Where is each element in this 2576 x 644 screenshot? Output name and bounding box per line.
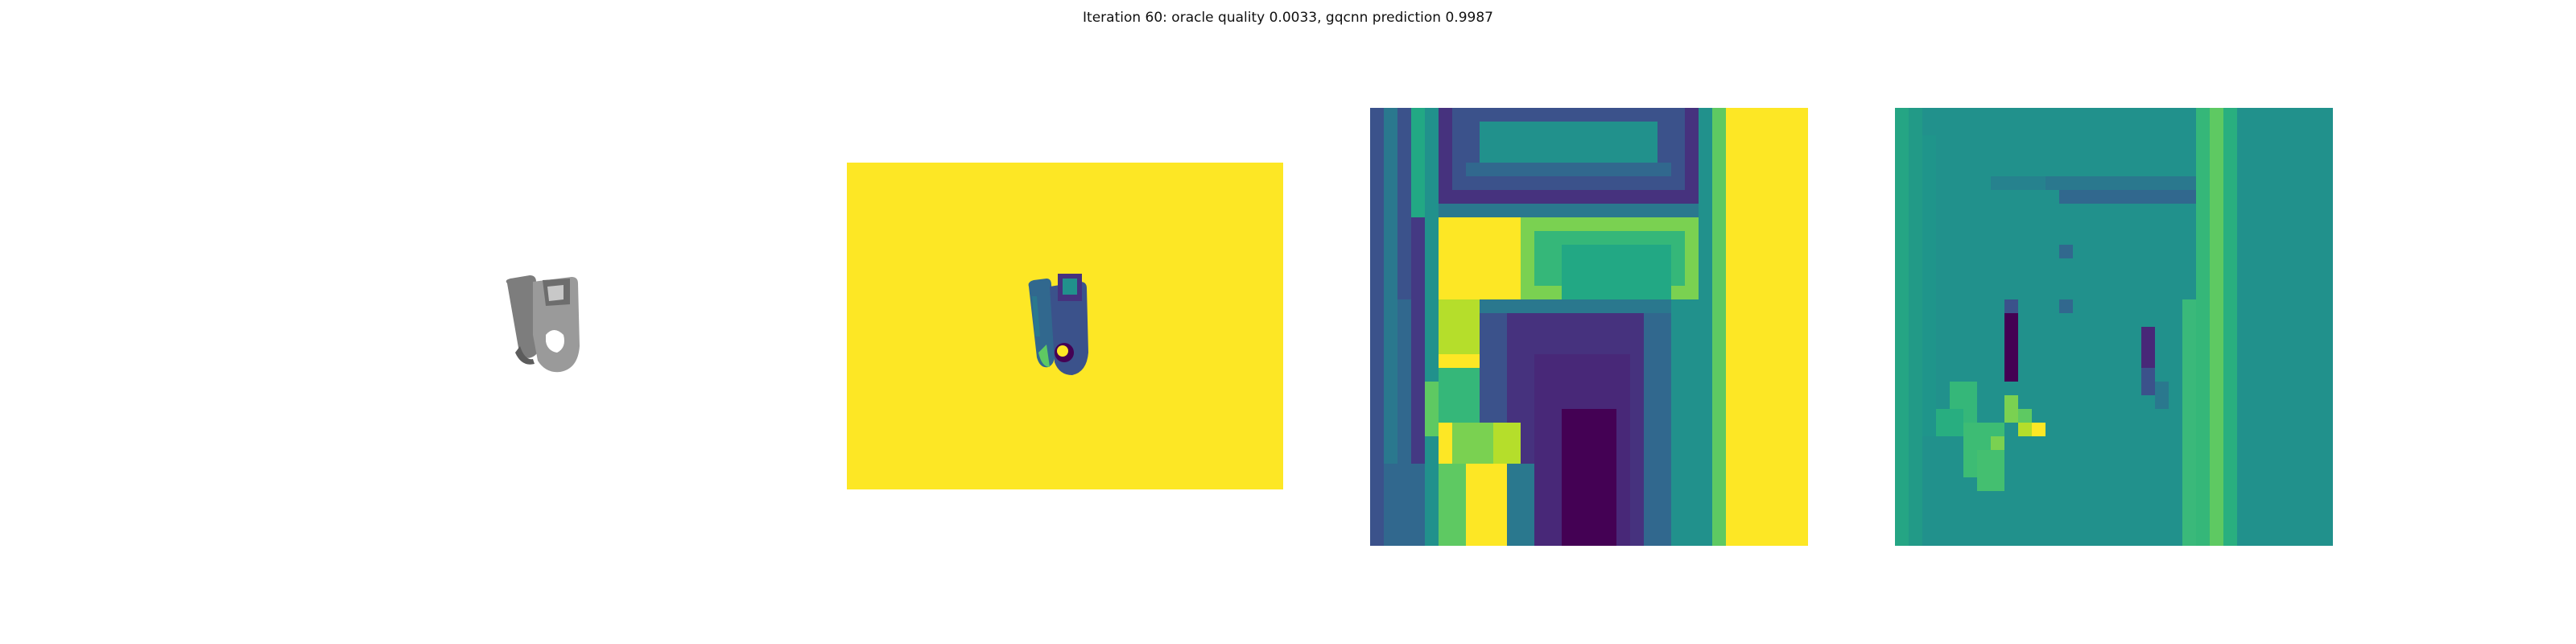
object-render-image (506, 275, 580, 373)
color-image-panel (483, 258, 596, 386)
depth-crop-image (1370, 108, 1808, 546)
depth-crop-panel (1370, 108, 1808, 546)
depth-image (847, 163, 1283, 489)
gradient-map-image (1895, 108, 2333, 546)
depth-image-panel (847, 163, 1283, 489)
gradient-map-panel (1895, 108, 2333, 546)
figure-title: Iteration 60: oracle quality 0.0033, gqc… (1083, 10, 1493, 26)
